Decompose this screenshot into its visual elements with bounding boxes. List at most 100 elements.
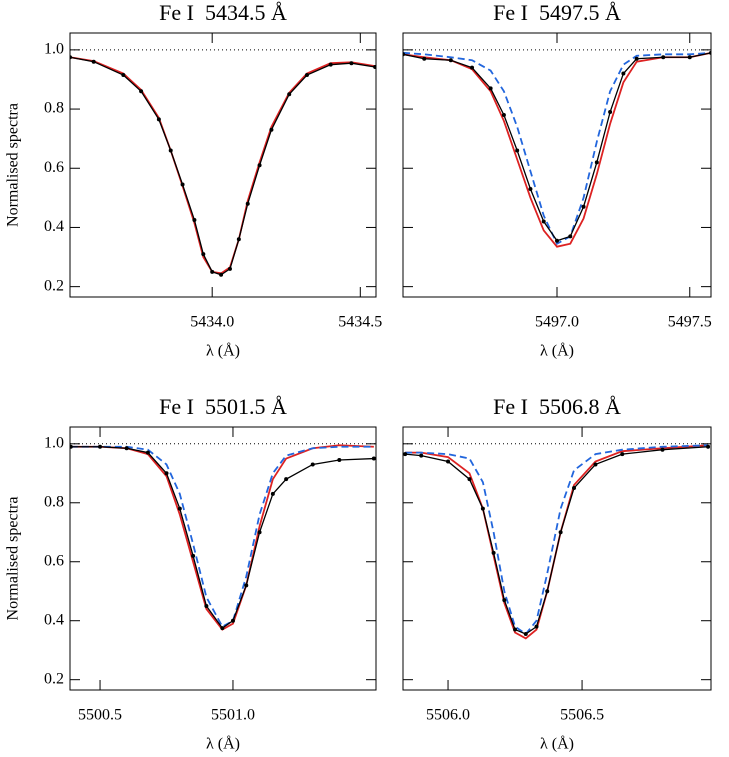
spectrum-line (403, 51, 711, 245)
data-point (310, 462, 315, 467)
chart-title: Fe I 5501.5 Å (159, 394, 287, 419)
series (70, 55, 376, 277)
data-point (528, 186, 533, 191)
x-tick-label: 5434.0 (190, 314, 234, 331)
data-point (121, 73, 126, 78)
series (403, 50, 711, 243)
y-tick-label: 0.8 (44, 493, 64, 510)
y-tick-label: 0.2 (44, 277, 64, 294)
series (70, 56, 376, 275)
spectrum-line (70, 444, 374, 631)
data-point (687, 55, 692, 60)
data-point (403, 452, 408, 457)
x-tick-label: 5506.5 (560, 707, 604, 724)
spectrum-line (70, 56, 376, 275)
spectrum-line (403, 52, 711, 242)
spectrum-line (405, 444, 709, 636)
data-point (210, 269, 215, 274)
series (403, 444, 711, 636)
data-point (270, 491, 275, 496)
x-tick-label: 5506.0 (426, 707, 470, 724)
data-point (620, 452, 625, 457)
data-point (244, 583, 249, 588)
x-axis-label: λ (Å) (206, 342, 240, 360)
data-point (594, 160, 599, 165)
data-point (634, 56, 639, 61)
data-point (593, 462, 598, 467)
data-point (201, 252, 206, 257)
data-point (337, 458, 342, 463)
data-point (621, 71, 626, 76)
data-point (164, 471, 169, 476)
data-point (419, 453, 424, 458)
data-point (581, 204, 586, 209)
data-point (98, 444, 103, 449)
data-point (572, 486, 577, 491)
spectrum-line (70, 56, 376, 276)
data-point (230, 618, 235, 623)
y-tick-label: 0.6 (44, 159, 64, 176)
data-point (448, 58, 453, 63)
series (405, 444, 709, 640)
spectrum-line (70, 446, 374, 629)
plot-frame (402, 426, 712, 691)
data-point (446, 459, 451, 464)
y-tick-label: 0.2 (44, 670, 64, 687)
data-point (156, 117, 161, 122)
data-point (502, 598, 507, 603)
data-point (523, 631, 528, 636)
y-tick-label: 1.0 (44, 434, 64, 451)
series (70, 445, 374, 628)
data-point (257, 530, 262, 535)
y-axis-label: Normalised spectra (5, 103, 22, 227)
x-axis-label: λ (Å) (540, 735, 574, 753)
data-point (371, 456, 376, 461)
data-point (470, 65, 475, 70)
data-point (124, 446, 129, 451)
data-point (219, 272, 224, 277)
data-point (491, 550, 496, 555)
x-tick-label: 5497.5 (668, 314, 712, 331)
data-point (422, 56, 427, 61)
chart-title: Fe I 5434.5 Å (159, 0, 287, 25)
chart-title: Fe I 5506.8 Å (493, 394, 621, 419)
data-point (501, 112, 506, 117)
data-point (269, 127, 274, 132)
y-tick-label: 0.4 (44, 218, 64, 235)
x-tick-label: 5501.0 (211, 707, 255, 724)
data-point (180, 182, 185, 187)
series (70, 444, 376, 631)
chart-title: Fe I 5497.5 Å (493, 0, 621, 25)
data-point (568, 234, 573, 239)
data-point (191, 553, 196, 558)
data-point (139, 89, 144, 94)
series (405, 444, 709, 636)
spectrum-line (70, 445, 374, 628)
data-point (145, 450, 150, 455)
data-point (488, 86, 493, 91)
data-point (204, 603, 209, 608)
data-point (513, 627, 518, 632)
data-point (555, 238, 559, 243)
data-point (304, 73, 309, 78)
data-point (91, 59, 96, 64)
data-point (220, 626, 225, 631)
data-point (373, 65, 376, 70)
data-point (227, 266, 232, 271)
x-tick-label: 5434.5 (338, 314, 382, 331)
y-tick-label: 0.6 (44, 552, 64, 569)
data-point (349, 61, 354, 66)
x-axis-label: λ (Å) (206, 735, 240, 753)
x-tick-label: 5497.0 (535, 314, 579, 331)
y-axis-label: Normalised spectra (5, 497, 22, 621)
data-point (706, 444, 711, 449)
x-tick-label: 5500.5 (78, 707, 122, 724)
series (403, 51, 711, 245)
data-point (661, 55, 666, 60)
data-point (236, 237, 241, 242)
data-point (168, 148, 173, 153)
data-point (660, 447, 665, 452)
y-tick-label: 1.0 (44, 41, 64, 58)
